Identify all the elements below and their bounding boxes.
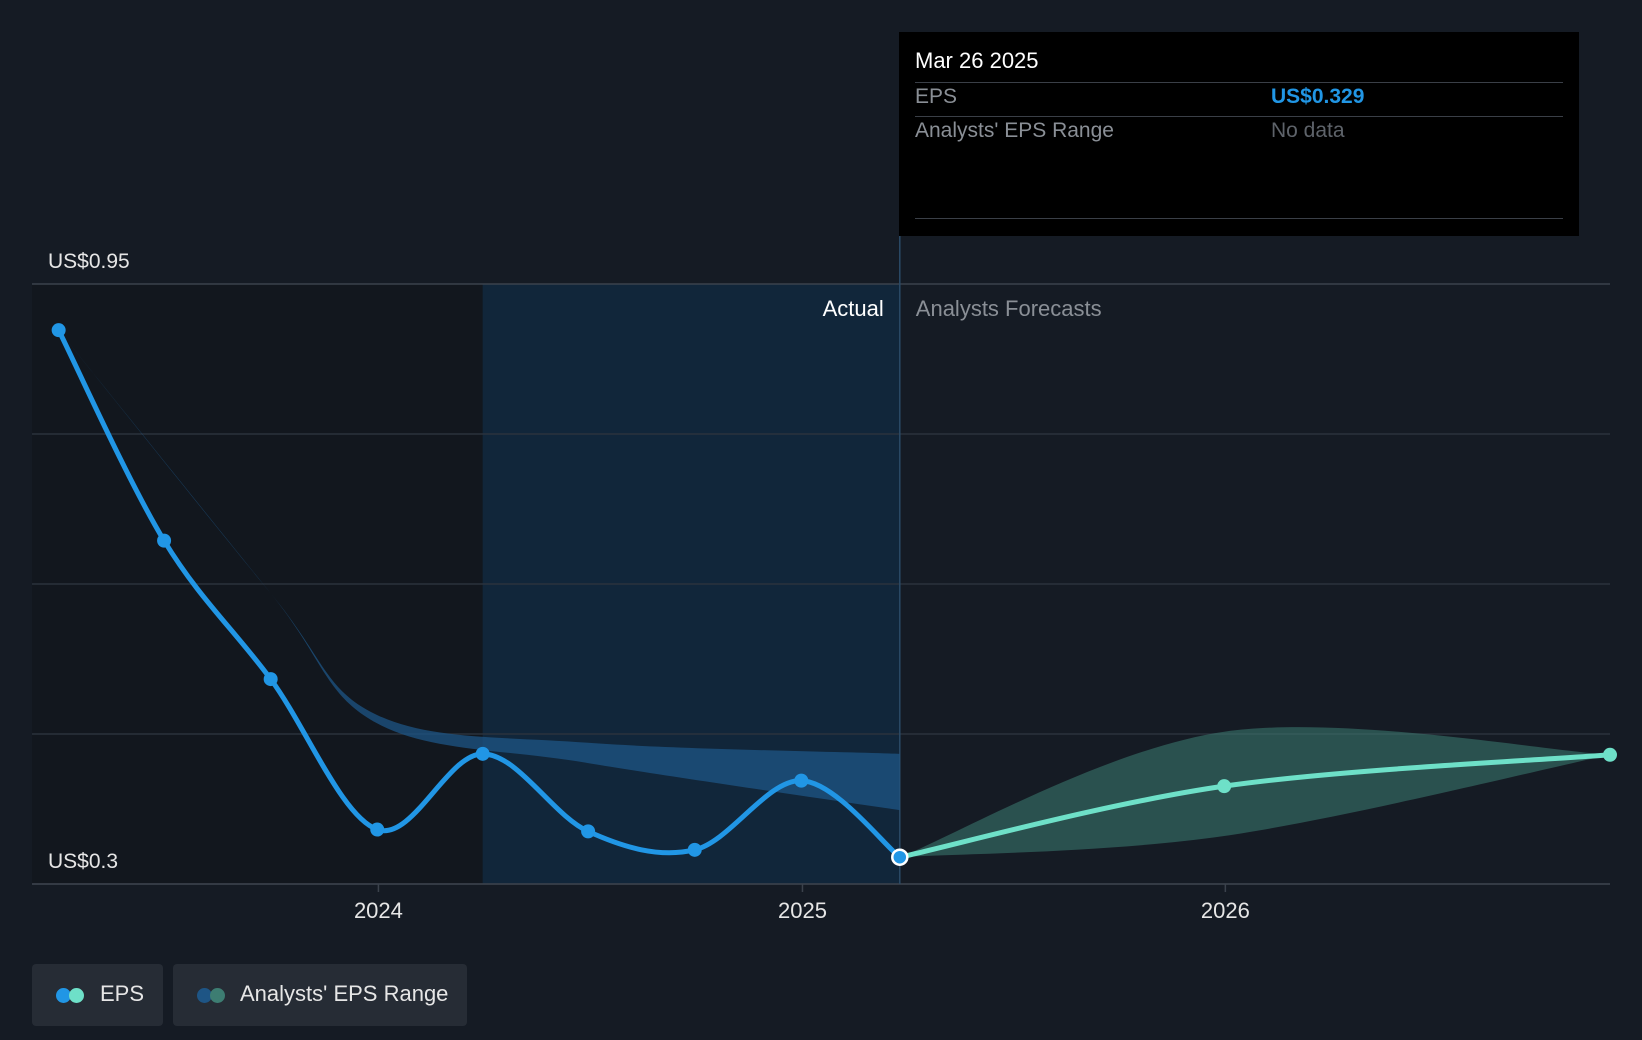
- tooltip-date: Mar 26 2025: [915, 48, 1039, 73]
- eps-actual-point: [794, 773, 809, 788]
- tooltip-range-label: Analysts' EPS Range: [915, 119, 1114, 142]
- analysts-eps-range-band: [899, 727, 1610, 858]
- x-tick-label: 2025: [778, 898, 827, 923]
- eps-actual-swatch-icon: [56, 988, 71, 1003]
- tooltip-eps-value: US$0.329: [1271, 85, 1365, 108]
- legend-item-eps[interactable]: EPS: [32, 964, 163, 1026]
- eps-actual-line: [56, 327, 903, 860]
- eps-actual-point: [263, 672, 278, 687]
- eps-forecast-point: [1603, 747, 1617, 762]
- tooltip-divider: [915, 218, 1563, 219]
- x-tick-label: 2026: [1201, 898, 1250, 923]
- legend-item-analysts-eps-range[interactable]: Analysts' EPS Range: [173, 964, 467, 1026]
- eps-forecast-swatch-icon: [69, 988, 84, 1003]
- range-actual-swatch-icon: [197, 988, 212, 1003]
- tooltip-divider: [915, 116, 1563, 117]
- legend-label: Analysts' EPS Range: [240, 981, 449, 1006]
- eps-actual-point: [370, 822, 385, 837]
- eps-actual-point: [581, 824, 596, 839]
- section-label-actual: Actual: [823, 296, 884, 321]
- range-forecast-swatch-icon: [210, 988, 225, 1003]
- eps-actual-point: [157, 533, 172, 548]
- tooltip-panel: Mar 26 2025 EPS US$0.329 Analysts' EPS R…: [899, 32, 1579, 236]
- section-label-forecast: Analysts Forecasts: [916, 296, 1102, 321]
- eps-actual-point: [475, 746, 490, 761]
- tooltip-divider: [915, 82, 1563, 83]
- x-tick-label: 2024: [354, 898, 403, 923]
- y-axis-bottom-label: US$0.3: [48, 850, 118, 873]
- eps-actual-point: [687, 842, 702, 857]
- y-axis-top-label: US$0.95: [48, 250, 130, 273]
- eps-highlight-point: [891, 848, 909, 866]
- eps-actual-point: [51, 323, 66, 338]
- legend-label: EPS: [100, 981, 145, 1006]
- eps-forecast-point: [1217, 779, 1232, 794]
- tooltip-eps-label: EPS: [915, 85, 958, 108]
- tooltip-range-value: No data: [1271, 119, 1345, 142]
- actual-eps-range-band: [58, 330, 900, 811]
